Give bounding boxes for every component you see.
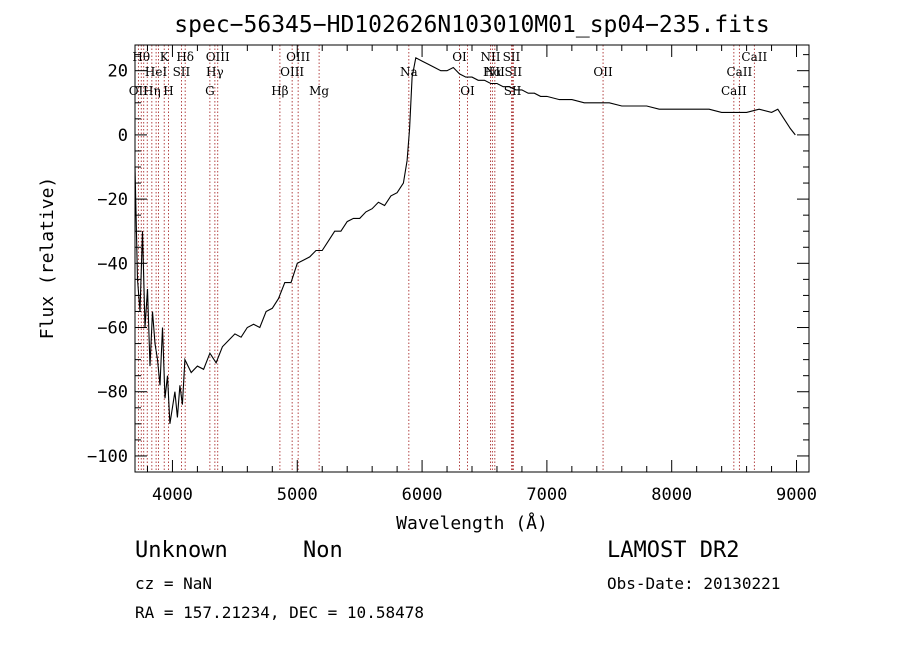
y-tick-label: −80 (97, 383, 128, 403)
spectral-line-label: NII (485, 65, 505, 79)
spectral-line-label: OIII (280, 65, 304, 79)
x-tick-label: 4000 (152, 485, 193, 505)
spectrum-chart: spec−56345−HD102626N103010M01_sp04−235.f… (37, 12, 817, 534)
cz-value: cz = NaN (135, 574, 213, 593)
chart-title: spec−56345−HD102626N103010M01_sp04−235.f… (174, 12, 769, 38)
spectral-line-label: OIII (286, 50, 310, 64)
spectral-line-label: Na (400, 65, 418, 79)
x-tick-label: 8000 (651, 485, 692, 505)
subclass-label: Non (303, 538, 343, 563)
y-tick-label: −60 (97, 319, 128, 339)
spectral-line-label: K (160, 50, 170, 64)
class-label: Unknown (135, 538, 228, 563)
spectral-line-label: OI (460, 84, 475, 98)
x-axis-ticks: 4000 5000 6000 7000 8000 9000 (146, 45, 817, 505)
spectral-line-label: OII (129, 84, 149, 98)
spectral-line-label: NII (480, 50, 500, 64)
y-tick-label: 0 (118, 126, 128, 146)
spectral-line-label: Mg (309, 84, 329, 98)
y-tick-label: −100 (87, 447, 128, 467)
spectral-line-label: SII (504, 84, 522, 98)
y-tick-label: −20 (97, 190, 128, 210)
coordinates: RA = 157.21234, DEC = 10.58478 (135, 603, 424, 622)
spectral-line-label: Hα (483, 65, 502, 79)
x-tick-label: 5000 (277, 485, 318, 505)
spectral-line-labels: OIIHθHηHeIKHSIIHδGHγOIIIHβOIIIOIIIMgNaOI… (129, 50, 768, 98)
spectral-line-label: SII (504, 65, 522, 79)
spectral-line-label: OII (593, 65, 613, 79)
spectral-line-label: G (205, 84, 215, 98)
x-tick-label: 7000 (526, 485, 567, 505)
x-tick-label: 9000 (776, 485, 817, 505)
spectral-line-label: Hη (143, 84, 161, 98)
spectral-line-label: Hγ (206, 65, 224, 79)
obs-date: Obs-Date: 20130221 (607, 574, 781, 593)
spectral-line-label: Hβ (271, 84, 288, 98)
spectral-line-label: SII (173, 65, 191, 79)
x-axis-label: Wavelength (Å) (396, 512, 548, 534)
y-axis-ticks: −100 −80 −60 −40 −20 0 20 (87, 54, 809, 467)
spectral-line-label: OIII (206, 50, 230, 64)
x-tick-label: 6000 (402, 485, 443, 505)
spectral-line-label: HeI (145, 65, 168, 79)
spectral-line-label: H (163, 84, 173, 98)
spectral-line-label: CaII (726, 65, 752, 79)
y-axis-label: Flux (relative) (37, 177, 58, 340)
survey-label: LAMOST DR2 (607, 538, 740, 563)
spectral-line-label: CaII (721, 84, 747, 98)
spectral-lines (137, 45, 755, 472)
spectrum-line (134, 56, 796, 424)
y-tick-label: −40 (97, 254, 128, 274)
spectral-line-label: Hθ (132, 50, 150, 64)
spectral-line-label: SII (503, 50, 521, 64)
y-tick-label: 20 (108, 62, 128, 82)
spectral-line-label: Hδ (176, 50, 194, 64)
spectral-line-label: CaII (741, 50, 767, 64)
spectral-line-label: OI (452, 50, 467, 64)
